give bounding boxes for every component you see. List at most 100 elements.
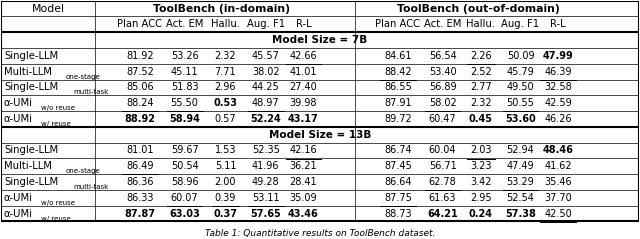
Text: 28.41: 28.41 (289, 177, 317, 187)
Text: 85.06: 85.06 (126, 82, 154, 92)
Text: 44.25: 44.25 (252, 82, 280, 92)
Text: 48.97: 48.97 (252, 98, 280, 108)
Text: multi-task: multi-task (74, 184, 109, 190)
Text: 84.61: 84.61 (384, 51, 412, 61)
Text: 88.73: 88.73 (384, 209, 412, 218)
Text: 43.17: 43.17 (288, 114, 319, 124)
Text: 87.75: 87.75 (384, 193, 412, 203)
Text: 42.16: 42.16 (289, 146, 317, 156)
Text: 87.87: 87.87 (124, 209, 156, 218)
Text: 47.49: 47.49 (507, 161, 534, 171)
Text: 32.58: 32.58 (545, 82, 572, 92)
Text: 45.11: 45.11 (171, 67, 198, 77)
Text: 52.24: 52.24 (250, 114, 281, 124)
Text: 56.89: 56.89 (429, 82, 456, 92)
Text: 3.23: 3.23 (470, 161, 492, 171)
Text: 60.47: 60.47 (429, 114, 456, 124)
Text: 5.11: 5.11 (215, 161, 236, 171)
Text: 45.79: 45.79 (507, 67, 534, 77)
Text: 36.21: 36.21 (289, 161, 317, 171)
Text: 41.96: 41.96 (252, 161, 280, 171)
Text: 1.53: 1.53 (215, 146, 236, 156)
Text: α-UMi: α-UMi (4, 114, 33, 124)
Text: 55.50: 55.50 (171, 98, 198, 108)
Text: multi-task: multi-task (74, 89, 109, 95)
Text: 86.55: 86.55 (384, 82, 412, 92)
Text: Multi-LLM: Multi-LLM (4, 161, 52, 171)
Text: 46.26: 46.26 (545, 114, 572, 124)
Text: 88.24: 88.24 (126, 98, 154, 108)
Text: 60.07: 60.07 (171, 193, 198, 203)
Text: 53.40: 53.40 (429, 67, 456, 77)
Text: 53.60: 53.60 (505, 114, 536, 124)
Text: w/ reuse: w/ reuse (41, 121, 71, 127)
Text: Act. EM: Act. EM (166, 19, 204, 29)
Text: 56.54: 56.54 (429, 51, 456, 61)
Text: ToolBench (in-domain): ToolBench (in-domain) (153, 4, 290, 14)
Text: 2.96: 2.96 (215, 82, 236, 92)
Text: 0.57: 0.57 (214, 114, 236, 124)
Text: 42.59: 42.59 (545, 98, 572, 108)
Text: 51.83: 51.83 (171, 82, 198, 92)
Text: 86.49: 86.49 (126, 161, 154, 171)
Text: 53.26: 53.26 (171, 51, 198, 61)
Text: Model Size = 7B: Model Size = 7B (273, 35, 367, 45)
Text: one-stage: one-stage (65, 74, 100, 80)
Text: 58.94: 58.94 (169, 114, 200, 124)
Text: 37.70: 37.70 (545, 193, 572, 203)
Text: 27.40: 27.40 (289, 82, 317, 92)
Text: 87.91: 87.91 (384, 98, 412, 108)
Text: α-UMi: α-UMi (4, 98, 33, 108)
Text: 57.65: 57.65 (250, 209, 281, 218)
Text: 81.01: 81.01 (126, 146, 154, 156)
Text: 3.42: 3.42 (470, 177, 492, 187)
Text: Single-LLM: Single-LLM (4, 177, 58, 187)
Text: Hallu.: Hallu. (211, 19, 240, 29)
Text: 86.64: 86.64 (384, 177, 412, 187)
Text: 86.33: 86.33 (126, 193, 154, 203)
Text: w/o reuse: w/o reuse (41, 200, 76, 206)
Text: 56.71: 56.71 (429, 161, 456, 171)
Text: 52.54: 52.54 (507, 193, 534, 203)
Text: 50.54: 50.54 (171, 161, 198, 171)
Text: 57.38: 57.38 (505, 209, 536, 218)
Text: 0.45: 0.45 (469, 114, 493, 124)
Text: 52.35: 52.35 (252, 146, 280, 156)
Text: 58.02: 58.02 (429, 98, 456, 108)
Text: 35.09: 35.09 (289, 193, 317, 203)
Text: 64.21: 64.21 (428, 209, 458, 218)
Text: Table 1: Quantitative results on ToolBench dataset.: Table 1: Quantitative results on ToolBen… (205, 229, 435, 238)
Text: 52.94: 52.94 (507, 146, 534, 156)
Text: Multi-LLM: Multi-LLM (4, 67, 52, 77)
Text: 35.46: 35.46 (545, 177, 572, 187)
Text: Aug. F1: Aug. F1 (502, 19, 540, 29)
Text: 2.03: 2.03 (470, 146, 492, 156)
Text: ToolBench (out-of-domain): ToolBench (out-of-domain) (397, 4, 559, 14)
Text: 48.46: 48.46 (543, 146, 573, 156)
Text: 87.52: 87.52 (126, 67, 154, 77)
Text: Single-LLM: Single-LLM (4, 82, 58, 92)
Text: 50.09: 50.09 (507, 51, 534, 61)
Text: 49.28: 49.28 (252, 177, 280, 187)
Text: 88.92: 88.92 (124, 114, 156, 124)
Text: R-L: R-L (550, 19, 566, 29)
Text: 2.32: 2.32 (214, 51, 236, 61)
Text: 60.04: 60.04 (429, 146, 456, 156)
Text: Act. EM: Act. EM (424, 19, 461, 29)
Text: 2.77: 2.77 (470, 82, 492, 92)
Text: 88.42: 88.42 (384, 67, 412, 77)
Text: 58.96: 58.96 (171, 177, 198, 187)
Text: 42.66: 42.66 (289, 51, 317, 61)
Text: 39.98: 39.98 (290, 98, 317, 108)
Text: Model: Model (31, 4, 65, 14)
Text: 0.39: 0.39 (215, 193, 236, 203)
Text: 59.67: 59.67 (171, 146, 198, 156)
Text: R-L: R-L (296, 19, 311, 29)
Text: 43.46: 43.46 (288, 209, 319, 218)
Text: 41.62: 41.62 (545, 161, 572, 171)
Text: 53.29: 53.29 (507, 177, 534, 187)
Text: 45.57: 45.57 (252, 51, 280, 61)
Text: 61.63: 61.63 (429, 193, 456, 203)
Text: Model Size = 13B: Model Size = 13B (269, 130, 371, 140)
Text: 87.45: 87.45 (384, 161, 412, 171)
